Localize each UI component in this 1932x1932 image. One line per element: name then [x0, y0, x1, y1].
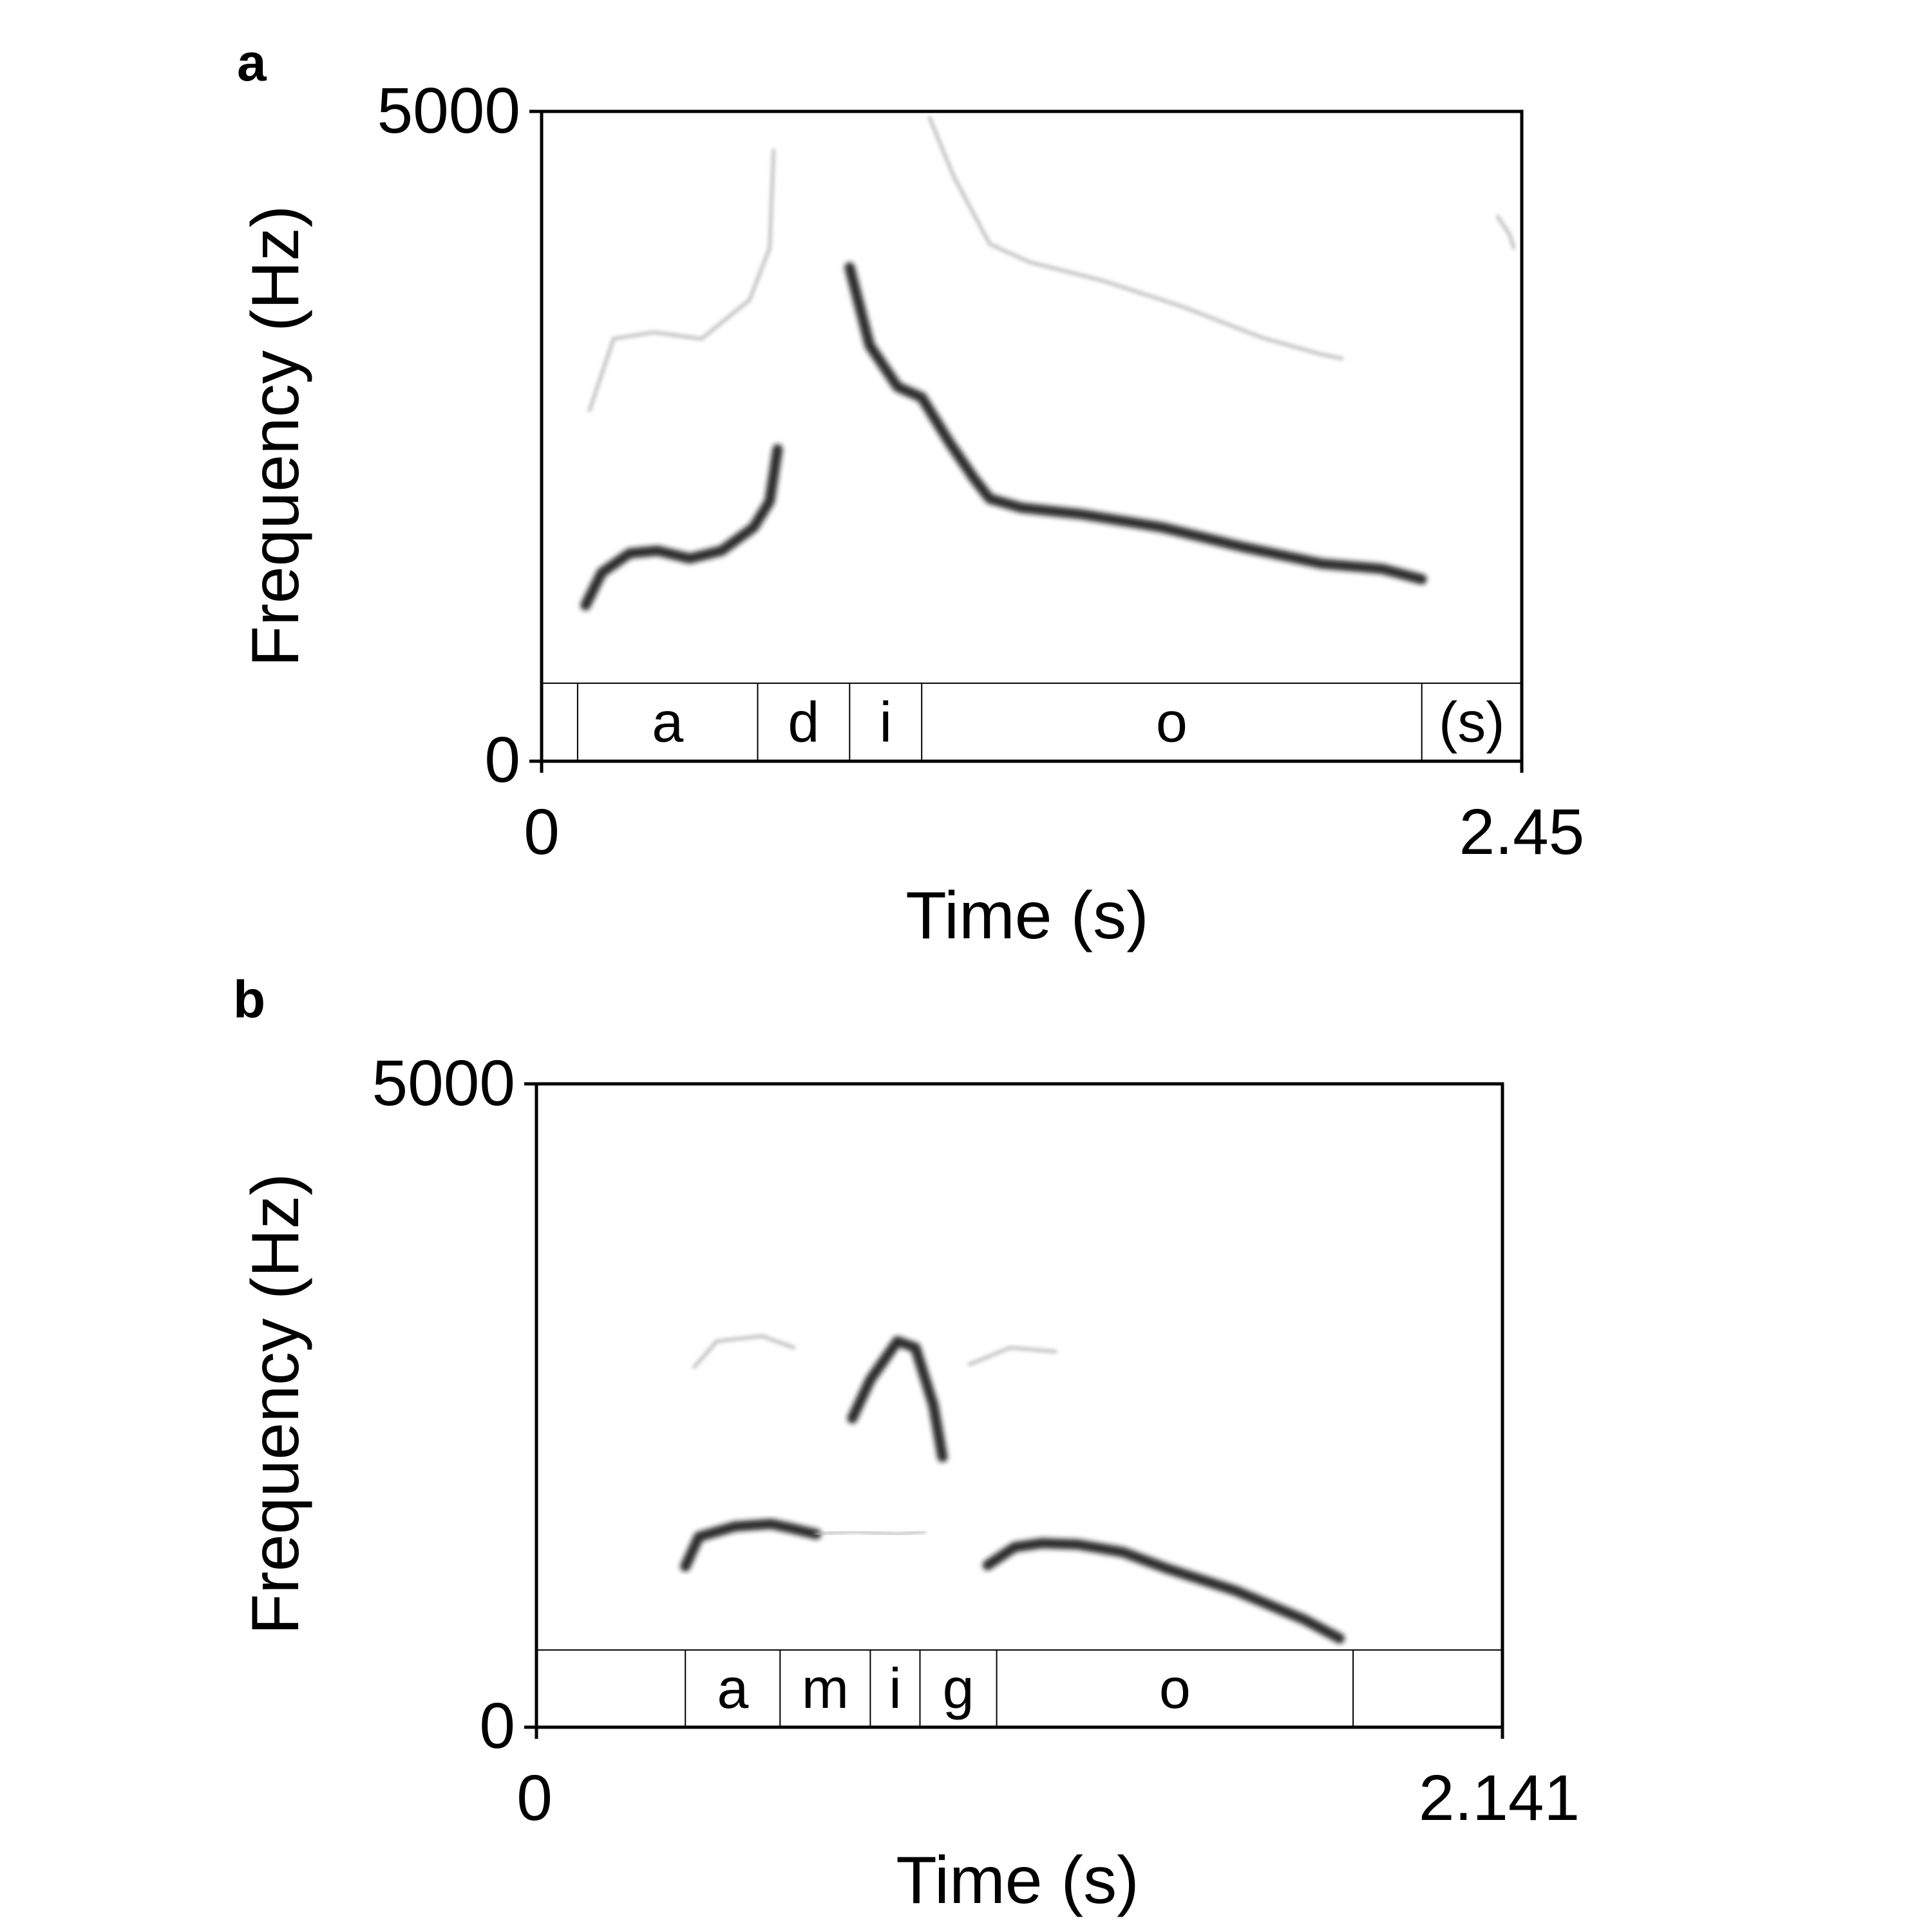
panel-b-contour-f1-tail	[814, 1530, 927, 1537]
panel-b-segment-label: m	[802, 1656, 849, 1720]
panel-a-contour-f1	[580, 444, 783, 611]
panel-a-contours	[580, 116, 1516, 611]
panel-b-xtick-label-min: 0	[516, 1762, 553, 1834]
panel-b-contour-h3	[967, 1345, 1057, 1367]
panel-a-letter: a	[237, 33, 267, 92]
panel-a-contour-h3	[1495, 214, 1516, 250]
panel-a-xtick-label-max: 2.45	[1459, 796, 1585, 868]
panel-a-ylabel: Frequency (Hz)	[238, 205, 313, 667]
panel-a-contour-h1	[587, 148, 776, 413]
panel-b-contours	[680, 1334, 1345, 1644]
panel-a-ytick-label-min: 0	[484, 724, 520, 796]
panel-b-segment-label: g	[943, 1656, 974, 1720]
panel-b-ytick-label-max: 5000	[372, 1047, 515, 1119]
panel-b-contour-h2	[847, 1336, 948, 1463]
panel-a-contour-h2	[927, 116, 1344, 361]
panel-a-ytick-label-max: 5000	[377, 75, 520, 147]
panel-b-plot-frame	[535, 1082, 1504, 1729]
panel-a-segment-label: d	[788, 690, 819, 754]
panel-b-ylabel: Frequency (Hz)	[238, 1173, 313, 1635]
panel-b-segment-label: o	[1159, 1656, 1191, 1720]
panel-a-xlabel: Time (s)	[905, 878, 1148, 953]
panel-b-contour-h1	[692, 1334, 796, 1369]
panel-b-xlabel: Time (s)	[896, 1843, 1139, 1918]
panel-a-textgrid: a d i o (s)	[542, 682, 1522, 761]
panel-b-segment-label: i	[889, 1656, 902, 1720]
panel-a-segment-label: (s)	[1439, 690, 1505, 754]
panel-a-xtick-label-min: 0	[524, 796, 560, 868]
panel-a-segment-label: o	[1156, 690, 1188, 754]
panel-b-contour-f2	[982, 1538, 1345, 1644]
panel-a-segment-label: a	[652, 690, 683, 754]
panel-b-ytick-label-min: 0	[479, 1690, 515, 1762]
panel-a: a a d i o (s) 5000 0 0 2.45 Time (s) Frequen…	[237, 33, 1584, 953]
panel-b-contour-f1	[680, 1519, 822, 1572]
panel-a-contour-f2	[844, 262, 1427, 585]
panel-a-segment-label: i	[880, 690, 893, 754]
panel-b-letter: b	[233, 971, 265, 1029]
panel-b-segment-label: a	[717, 1656, 748, 1720]
panel-a-plot-frame	[540, 109, 1524, 763]
panel-b-xtick-label-max: 2.141	[1419, 1762, 1580, 1834]
